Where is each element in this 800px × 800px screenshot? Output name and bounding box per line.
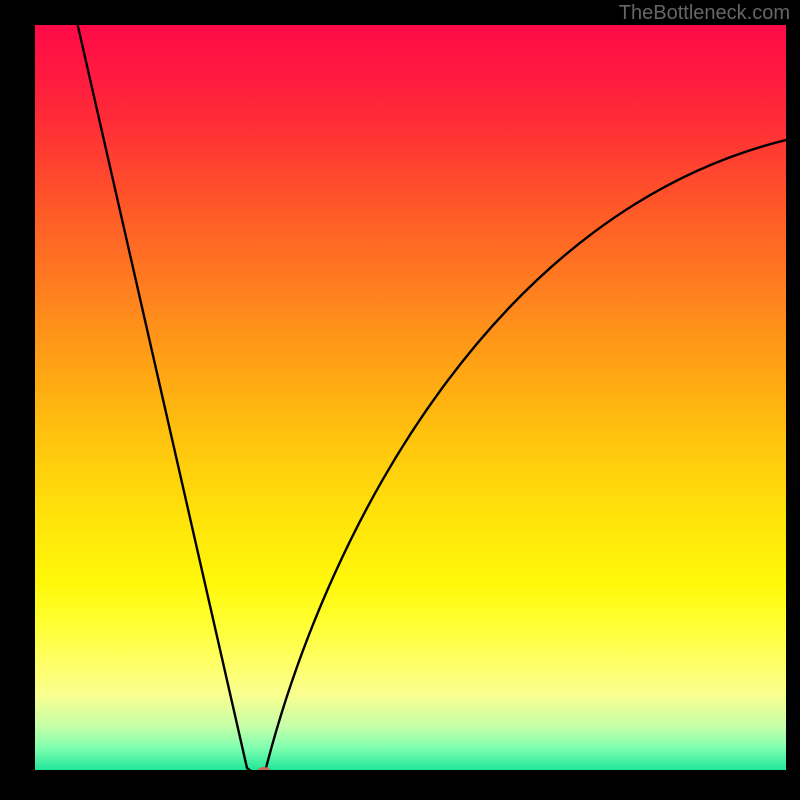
chart-container: TheBottleneck.com bbox=[0, 0, 800, 800]
bottleneck-chart bbox=[0, 0, 800, 800]
watermark-text: TheBottleneck.com bbox=[619, 2, 790, 25]
plot-area bbox=[35, 25, 786, 770]
